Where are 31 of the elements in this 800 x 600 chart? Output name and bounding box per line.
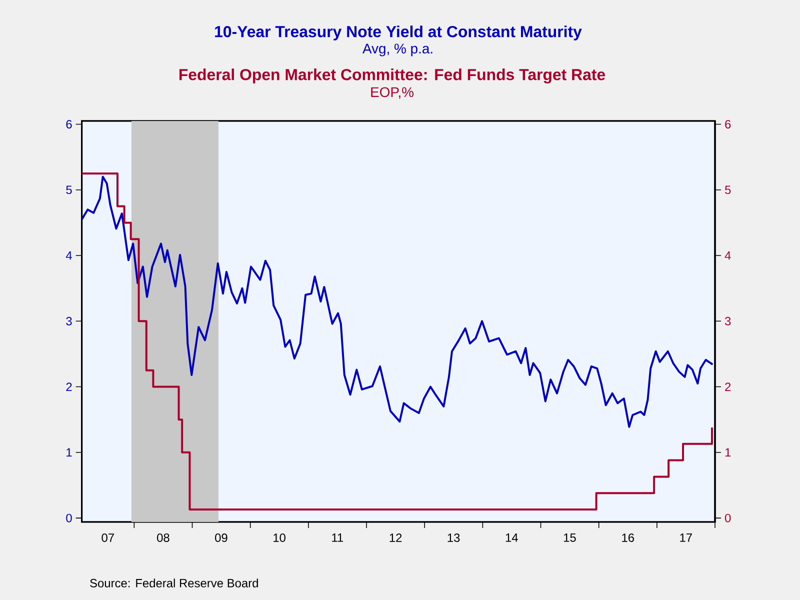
- y-tick-label: 2: [66, 382, 72, 391]
- x-tick-label: 16: [622, 534, 634, 542]
- y2-tick-label: 5: [724, 186, 731, 194]
- y2-tick-label: 0: [724, 514, 731, 522]
- y-tick-label: 1: [66, 448, 72, 457]
- x-tick-label: 09: [215, 534, 228, 542]
- y-tick-label: 0: [66, 514, 72, 522]
- y2-tick-label: 3: [724, 316, 731, 326]
- y2-tick-label: 6: [725, 120, 731, 128]
- x-tick-label: 17: [680, 534, 692, 542]
- y-tick-label: 4: [66, 251, 72, 260]
- x-tick-label: 12: [390, 534, 402, 542]
- y2-tick-label: 4: [724, 251, 731, 260]
- x-tick-label: 08: [157, 534, 170, 542]
- x-tick-label: 13: [448, 534, 460, 542]
- x-tick-label: 14: [506, 534, 518, 542]
- x-tick-label: 07: [102, 534, 114, 542]
- text: EOP,%: [371, 87, 414, 99]
- x-tick-label: 10: [274, 534, 286, 542]
- line-series: [82, 176, 714, 428]
- y-tick-label: 5: [66, 186, 72, 194]
- x-tick-label: 11: [332, 534, 343, 542]
- y2-tick-label: 2: [725, 382, 731, 391]
- source-note: Source: Federal Reserve Board: [90, 578, 258, 588]
- x-tick-label: 15: [564, 534, 576, 542]
- text: Federal Open Market Committee: Fed Funds Target Rate: [179, 68, 606, 84]
- text: 10-Year Treasury Note Yield at Constant Maturity: [215, 26, 582, 40]
- y2-tick-label: 1: [725, 448, 731, 457]
- y-tick-label: 3: [66, 316, 72, 326]
- y-tick-label: 6: [66, 120, 72, 128]
- y-axis-title: Avg, % p.a.: [362, 44, 432, 56]
